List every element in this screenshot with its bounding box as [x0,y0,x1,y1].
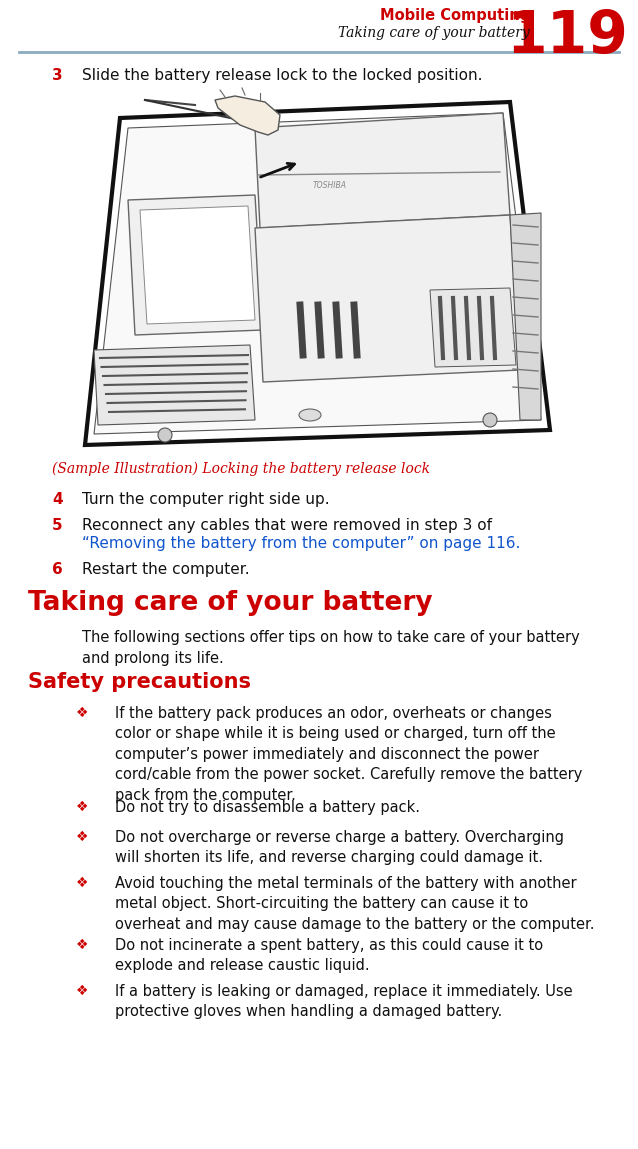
Polygon shape [140,206,255,324]
Text: Taking care of your battery: Taking care of your battery [28,589,433,616]
Text: The following sections offer tips on how to take care of your battery
and prolon: The following sections offer tips on how… [82,630,580,666]
Text: If the battery pack produces an odor, overheats or changes
color or shape while : If the battery pack produces an odor, ov… [115,705,582,803]
Text: ❖: ❖ [76,984,88,998]
Text: Reconnect any cables that were removed in step 3 of: Reconnect any cables that were removed i… [82,518,492,533]
Text: Safety precautions: Safety precautions [28,672,251,692]
Text: ❖: ❖ [76,830,88,845]
Text: Mobile Computing: Mobile Computing [380,8,530,23]
Circle shape [483,412,497,427]
Text: Do not incinerate a spent battery, as this could cause it to
explode and release: Do not incinerate a spent battery, as th… [115,938,543,973]
Text: TOSHIBA: TOSHIBA [313,180,347,190]
Text: Turn the computer right side up.: Turn the computer right side up. [82,492,330,507]
Text: 5: 5 [52,518,63,533]
Polygon shape [128,195,263,336]
Text: “Removing the battery from the computer” on page 116.: “Removing the battery from the computer”… [82,535,521,552]
Text: Taking care of your battery: Taking care of your battery [338,26,530,40]
Polygon shape [430,288,516,367]
Text: If a battery is leaking or damaged, replace it immediately. Use
protective glove: If a battery is leaking or damaged, repl… [115,984,573,1019]
Text: Avoid touching the metal terminals of the battery with another
metal object. Sho: Avoid touching the metal terminals of th… [115,876,595,932]
Text: Do not overcharge or reverse charge a battery. Overcharging
will shorten its lif: Do not overcharge or reverse charge a ba… [115,830,564,865]
Text: 3: 3 [52,68,63,83]
Circle shape [158,427,172,442]
Text: ❖: ❖ [76,938,88,953]
Text: ❖: ❖ [76,800,88,813]
Text: (Sample Illustration) Locking the battery release lock: (Sample Illustration) Locking the batter… [52,462,430,477]
Text: 119: 119 [506,8,628,65]
Text: ❖: ❖ [76,876,88,890]
Text: Slide the battery release lock to the locked position.: Slide the battery release lock to the lo… [82,68,482,83]
Polygon shape [94,345,255,425]
Polygon shape [215,97,280,134]
Text: 4: 4 [52,492,63,507]
Polygon shape [255,215,520,381]
Polygon shape [85,102,550,445]
Text: 6: 6 [52,562,63,577]
Polygon shape [94,113,541,434]
Ellipse shape [299,409,321,421]
Text: ❖: ❖ [76,705,88,720]
Polygon shape [510,213,541,421]
Text: Do not try to disassemble a battery pack.: Do not try to disassemble a battery pack… [115,800,420,815]
Polygon shape [255,113,510,228]
Text: Restart the computer.: Restart the computer. [82,562,249,577]
